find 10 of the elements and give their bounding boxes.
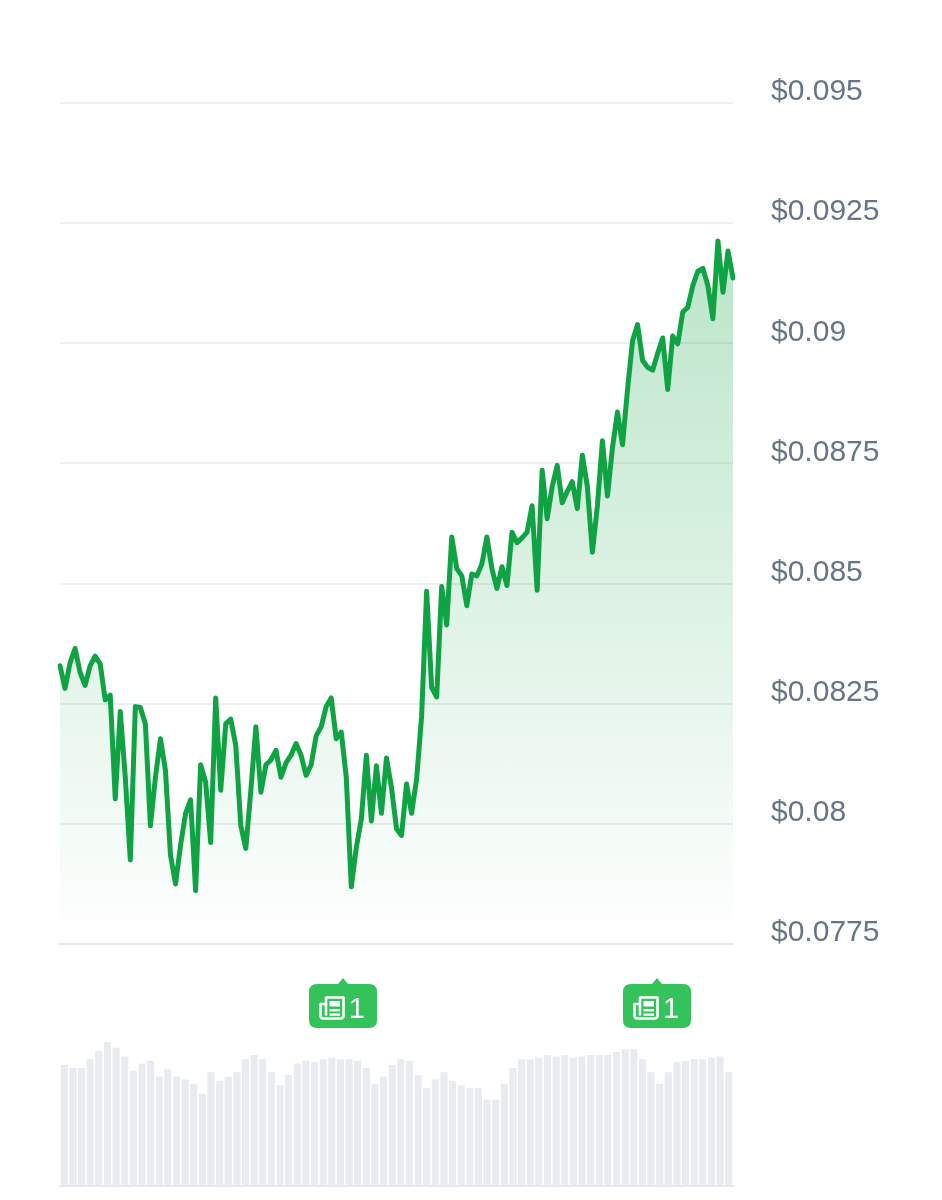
text: 1 [662, 991, 680, 1025]
y-tick-label: $0.09 [771, 313, 847, 347]
y-tick-label: $0.0825 [771, 673, 880, 707]
y-tick-label: $0.085 [771, 553, 863, 587]
text: 1 [348, 991, 365, 1025]
y-tick-label: $0.095 [771, 73, 863, 107]
y-tick-label: $0.0775 [771, 914, 880, 948]
y-tick-label: $0.0875 [771, 433, 880, 467]
y-tick-label: $0.08 [771, 794, 847, 828]
y-tick-label: $0.0925 [771, 193, 880, 227]
